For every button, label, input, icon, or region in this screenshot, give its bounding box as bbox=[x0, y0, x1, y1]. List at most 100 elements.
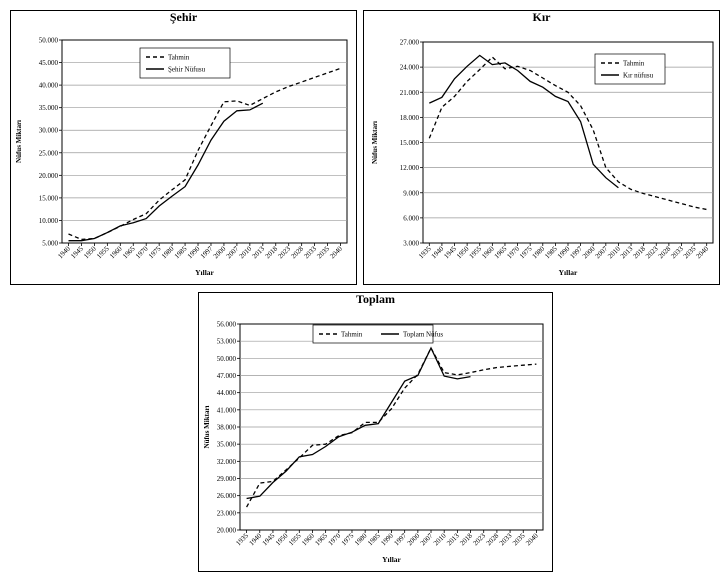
x-tick-label: 1960 bbox=[300, 531, 316, 547]
x-tick-label: 2018 bbox=[458, 531, 474, 547]
x-tick-label: 2023 bbox=[277, 244, 293, 260]
y-tick-label: 35.000 bbox=[39, 104, 59, 112]
y-tick-label: 32.000 bbox=[217, 458, 237, 466]
y-axis-label: Nüfus Miktarı bbox=[203, 405, 211, 448]
y-tick-label: 38.000 bbox=[217, 424, 237, 432]
x-tick-label: 1955 bbox=[95, 244, 111, 260]
x-tick-label: 1965 bbox=[313, 531, 329, 547]
legend-box bbox=[139, 47, 231, 79]
x-tick-label: 1975 bbox=[147, 244, 163, 260]
panel-frame bbox=[198, 292, 553, 572]
legend-box bbox=[312, 324, 434, 344]
series-line-nufus bbox=[68, 102, 264, 242]
x-tick-label: 2033 bbox=[302, 244, 318, 260]
x-tick-label: 1980 bbox=[353, 531, 369, 547]
x-tick-label: 1975 bbox=[340, 531, 356, 547]
y-tick-label: 10.000 bbox=[39, 217, 59, 225]
y-tick-label: 18.000 bbox=[400, 114, 420, 122]
y-tick-label: 12.000 bbox=[400, 164, 420, 172]
x-tick-label: 1985 bbox=[366, 531, 382, 547]
y-tick-label: 27.000 bbox=[400, 39, 420, 47]
x-tick-label: 2013 bbox=[251, 244, 267, 260]
plot-area bbox=[61, 39, 348, 244]
x-tick-label: 1997 bbox=[199, 244, 215, 260]
kir-chart-panel: Kır 3.000 6.000 9.000 12.000 15.000 18.000 21.… bbox=[363, 10, 720, 285]
y-tick-label: 35.000 bbox=[217, 441, 237, 449]
x-tick-label: 2040 bbox=[328, 244, 344, 260]
y-tick-label: 47.000 bbox=[217, 372, 237, 380]
x-axis-label: Yıllar bbox=[559, 268, 578, 277]
y-tick-label: 50.000 bbox=[217, 355, 237, 363]
y-tick-label: 6.000 bbox=[403, 214, 419, 222]
x-tick-label: 2007 bbox=[419, 531, 435, 547]
x-tick-label: 1970 bbox=[134, 244, 150, 260]
legend-label: Kır nüfusu bbox=[623, 72, 654, 80]
x-tick-label: 2000 bbox=[406, 531, 422, 547]
y-tick-label: 41.000 bbox=[217, 406, 237, 414]
y-tick-label: 50.000 bbox=[39, 37, 59, 45]
sehir-chart: 5.000 10.000 15.000 20.000 25.000 30.000 35.00… bbox=[10, 10, 357, 285]
series-line-tahmin bbox=[428, 56, 707, 211]
x-tick-label: 2028 bbox=[485, 531, 501, 547]
y-tick-label: 24.000 bbox=[400, 64, 420, 72]
legend-label: Şehir Nüfusu bbox=[168, 66, 206, 74]
toplam-chart-panel: Toplam 20.000 23.000 26.000 29.000 32.000 35.… bbox=[198, 292, 553, 572]
y-axis-label: Nüfus Miktarı bbox=[15, 120, 23, 163]
x-tick-label: 1970 bbox=[327, 531, 343, 547]
x-tick-label: 2040 bbox=[524, 531, 540, 547]
legend-label: Tahmin bbox=[341, 331, 363, 339]
y-tick-label: 45.000 bbox=[39, 59, 59, 67]
x-tick-label: 1985 bbox=[173, 244, 189, 260]
series-line-nufus bbox=[429, 54, 619, 189]
x-tick-label: 1980 bbox=[160, 244, 176, 260]
chart-title: Şehir bbox=[169, 10, 198, 24]
series-line-nufus bbox=[246, 346, 471, 500]
x-tick-label: 2033 bbox=[498, 531, 514, 547]
sehir-chart-panel: Şehir 5.000 10.000 15.000 20.000 25.000 30.00… bbox=[10, 10, 357, 285]
panel-frame bbox=[10, 10, 357, 285]
x-tick-label: 1950 bbox=[82, 244, 98, 260]
y-tick-label: 26.000 bbox=[217, 492, 237, 500]
y-tick-label: 25.000 bbox=[39, 149, 59, 157]
series-line-tahmin bbox=[246, 346, 537, 508]
y-tick-label: 20.000 bbox=[39, 172, 59, 180]
x-tick-label: 1990 bbox=[186, 244, 202, 260]
x-axis-label: Yıllar bbox=[382, 555, 401, 564]
x-tick-label: 1940 bbox=[56, 244, 72, 260]
x-tick-label: 2040 bbox=[695, 244, 711, 260]
y-tick-label: 23.000 bbox=[217, 509, 237, 517]
x-tick-label: 1940 bbox=[248, 531, 264, 547]
y-axis-label: Nüfus Miktarı bbox=[371, 121, 379, 164]
x-tick-label: 2028 bbox=[290, 244, 306, 260]
x-tick-label: 2013 bbox=[445, 531, 461, 547]
legend-label: Tahmin bbox=[623, 60, 645, 68]
y-tick-label: 21.000 bbox=[400, 89, 420, 97]
kir-chart: 3.000 6.000 9.000 12.000 15.000 18.000 21.000 2… bbox=[363, 10, 720, 285]
x-tick-label: 1990 bbox=[379, 531, 395, 547]
x-tick-label: 1997 bbox=[393, 531, 409, 547]
y-tick-label: 15.000 bbox=[39, 194, 59, 202]
series-line-tahmin bbox=[68, 67, 341, 241]
y-tick-label: 20.000 bbox=[217, 527, 237, 535]
y-tick-label: 9.000 bbox=[403, 189, 419, 197]
x-tick-label: 2010 bbox=[238, 244, 254, 260]
y-tick-label: 30.000 bbox=[39, 127, 59, 135]
x-tick-label: 2000 bbox=[212, 244, 228, 260]
y-tick-label: 5.000 bbox=[42, 240, 58, 248]
x-tick-label: 2007 bbox=[225, 244, 241, 260]
x-tick-label: 1955 bbox=[287, 531, 303, 547]
y-tick-label: 29.000 bbox=[217, 475, 237, 483]
x-tick-label: 2035 bbox=[315, 244, 331, 260]
x-tick-label: 1965 bbox=[121, 244, 137, 260]
y-tick-label: 3.000 bbox=[403, 240, 419, 248]
y-tick-label: 53.000 bbox=[217, 338, 237, 346]
x-tick-label: 2010 bbox=[432, 531, 448, 547]
y-tick-label: 40.000 bbox=[39, 82, 59, 90]
x-tick-label: 1935 bbox=[234, 531, 250, 547]
x-tick-label: 2018 bbox=[264, 244, 280, 260]
legend-label: Tahmin bbox=[168, 54, 190, 62]
x-tick-label: 1945 bbox=[69, 244, 85, 260]
x-tick-label: 1945 bbox=[261, 531, 277, 547]
toplam-chart: 20.000 23.000 26.000 29.000 32.000 35.000 38.0… bbox=[198, 292, 553, 572]
legend-box bbox=[594, 53, 666, 85]
